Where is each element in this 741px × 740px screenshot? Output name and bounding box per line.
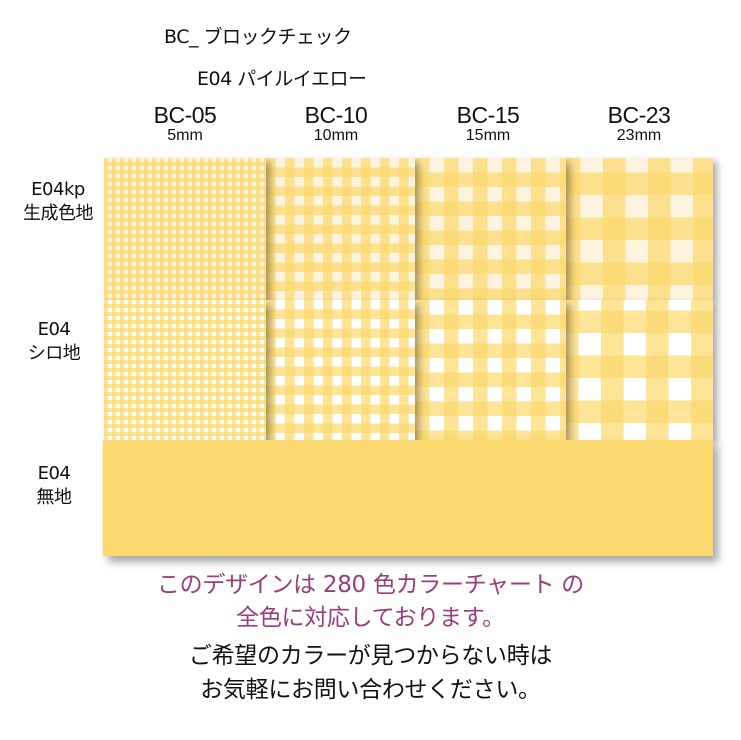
color-name: E04 パイルイエロー — [197, 68, 367, 90]
column-header-bc10: BC-10 10mm — [266, 103, 406, 145]
row-label-ecru: E04kp 生成色地 — [12, 178, 104, 226]
row-base: 無地 — [36, 487, 73, 508]
column-size: 23mm — [616, 127, 662, 144]
note-line-4: お気軽にお問い合わせください。 — [200, 677, 541, 703]
swatch-bc23-white — [566, 300, 713, 440]
swatch-bc10-ecru — [266, 158, 415, 300]
swatch-solid — [103, 440, 713, 556]
swatch-bc15-white — [415, 300, 566, 440]
column-code: BC-10 — [304, 102, 368, 128]
note-line-1: このデザインは 280 色カラーチャート の — [156, 572, 584, 598]
column-header-bc23: BC-23 23mm — [569, 103, 709, 145]
row-code: E04 — [37, 319, 71, 340]
row-code: E04 — [37, 463, 71, 484]
column-code: BC-23 — [607, 102, 671, 128]
row-code: E04kp — [31, 179, 85, 200]
column-code: BC-05 — [153, 102, 217, 128]
row-label-white: E04 シロ地 — [14, 318, 94, 366]
note-line-2: 全色に対応しております。 — [236, 605, 505, 631]
column-header-bc15: BC-15 15mm — [418, 103, 558, 145]
column-size: 15mm — [465, 127, 511, 144]
column-code: BC-15 — [456, 102, 520, 128]
swatch-bc23-ecru — [566, 158, 713, 300]
swatch-bc05-white — [104, 300, 266, 440]
column-size: 5mm — [167, 127, 203, 144]
swatch-bc10-white — [266, 300, 415, 440]
note-line-3: ご希望のカラーが見つからない時は — [188, 643, 553, 669]
swatch-bc05-ecru — [104, 158, 266, 300]
page-title: BC_ ブロックチェック — [164, 26, 352, 48]
row-base: 生成色地 — [23, 203, 94, 224]
column-size: 10mm — [313, 127, 359, 144]
column-header-bc05: BC-05 5mm — [115, 103, 255, 145]
row-label-solid: E04 無地 — [22, 462, 86, 510]
row-base: シロ地 — [27, 343, 81, 364]
swatch-bc15-ecru — [415, 158, 566, 300]
